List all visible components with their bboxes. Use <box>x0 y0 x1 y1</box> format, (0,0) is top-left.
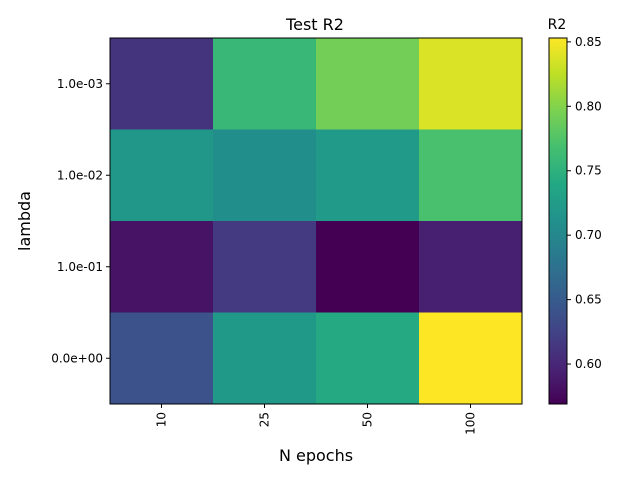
heatmap-cell <box>419 221 523 313</box>
heatmap-cell <box>110 312 214 405</box>
heatmap-cells <box>110 38 523 405</box>
colorbar-ticks: 0.60 0.65 0.70 0.75 0.80 0.85 <box>567 35 602 371</box>
y-axis: 1.0e-03 1.0e-02 1.0e-01 0.0e+00 <box>51 77 110 365</box>
colorbar-tick-label: 0.70 <box>575 228 602 242</box>
colorbar-tick-label: 0.60 <box>575 357 602 371</box>
heatmap-cell <box>419 312 523 405</box>
heatmap-cell <box>419 38 523 130</box>
heatmap-cell <box>419 129 523 222</box>
heatmap-cell <box>213 38 317 130</box>
x-tick-label: 25 <box>258 412 272 427</box>
heatmap-cell <box>110 129 214 222</box>
colorbar-tick-label: 0.65 <box>575 293 602 307</box>
plot-frame <box>109 37 523 405</box>
heatmap-cell <box>316 129 420 222</box>
heatmap-cell <box>213 221 317 313</box>
y-axis-label: lambda <box>15 191 34 251</box>
x-tick-label: 100 <box>464 412 478 435</box>
x-tick-label: 10 <box>155 412 169 427</box>
heatmap-cell <box>316 38 420 130</box>
colorbar-tick-label: 0.75 <box>575 164 602 178</box>
colorbar-tick-label: 0.80 <box>575 99 602 113</box>
colorbar <box>548 37 568 405</box>
colorbar-tick-label: 0.85 <box>575 35 602 49</box>
heatmap-cell <box>213 312 317 405</box>
x-axis: 10 25 50 100 <box>155 404 478 435</box>
y-tick-label: 1.0e-01 <box>57 260 103 274</box>
heatmap-cell <box>110 221 214 313</box>
chart-title: Test R2 <box>285 15 344 34</box>
colorbar-title: R2 <box>548 17 567 33</box>
heatmap-cell <box>316 312 420 405</box>
y-tick-label: 1.0e-03 <box>57 77 103 91</box>
heatmap-cell <box>213 129 317 222</box>
y-tick-label: 0.0e+00 <box>51 351 103 365</box>
heatmap-cell <box>110 38 214 130</box>
heatmap-cell <box>316 221 420 313</box>
y-tick-label: 1.0e-02 <box>57 168 103 182</box>
x-tick-label: 50 <box>361 412 375 427</box>
x-axis-label: N epochs <box>279 446 353 465</box>
